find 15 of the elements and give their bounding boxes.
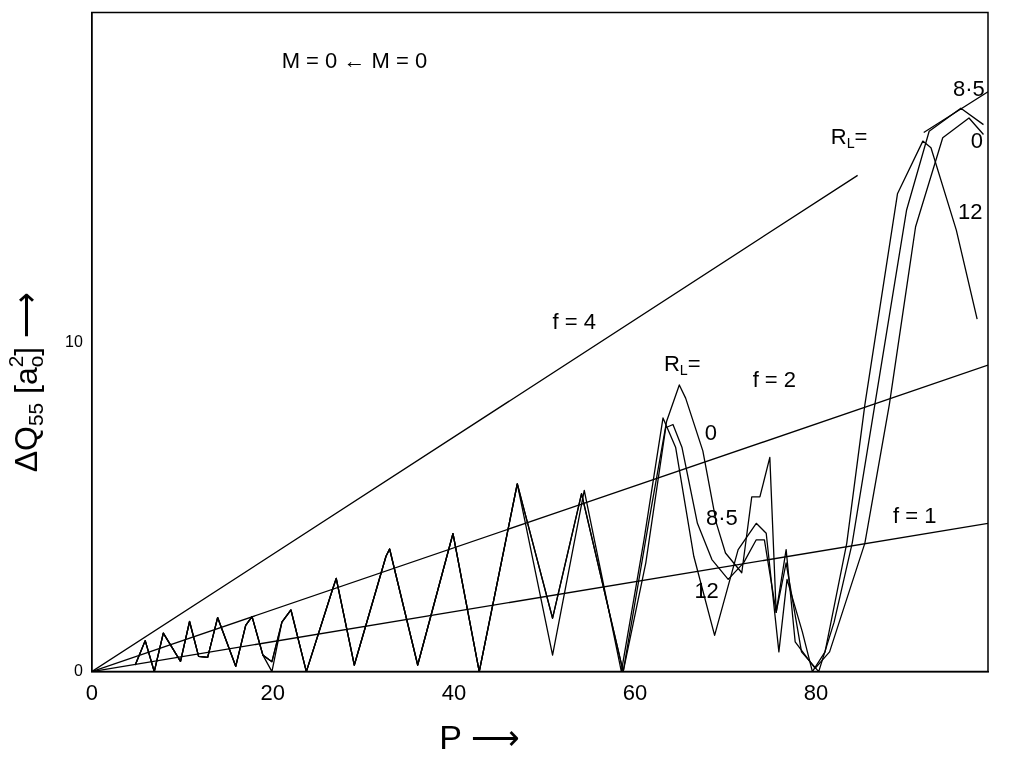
y-tick-label: 10 [65, 332, 83, 350]
annotation: f = 2 [752, 367, 797, 393]
x-tick-label: 20 [260, 679, 286, 705]
x-axis-title: P ⟶ [439, 717, 520, 756]
annotation: f = 1 [892, 502, 937, 528]
y-axis-title: ΔQ55 [ao2] ⟶ [3, 291, 48, 473]
annotation: 8·5 [952, 76, 985, 102]
annotation: 12 [958, 199, 983, 225]
x-tick-label: 80 [803, 679, 829, 705]
annotation: f = 4 [552, 308, 597, 334]
annotation: 0 [970, 128, 984, 154]
x-tick-label: 40 [441, 679, 467, 705]
annotation: M = 0 ← M = 0 [281, 48, 428, 74]
x-tick-label: 60 [622, 679, 648, 705]
annotation: 0 [704, 419, 717, 445]
